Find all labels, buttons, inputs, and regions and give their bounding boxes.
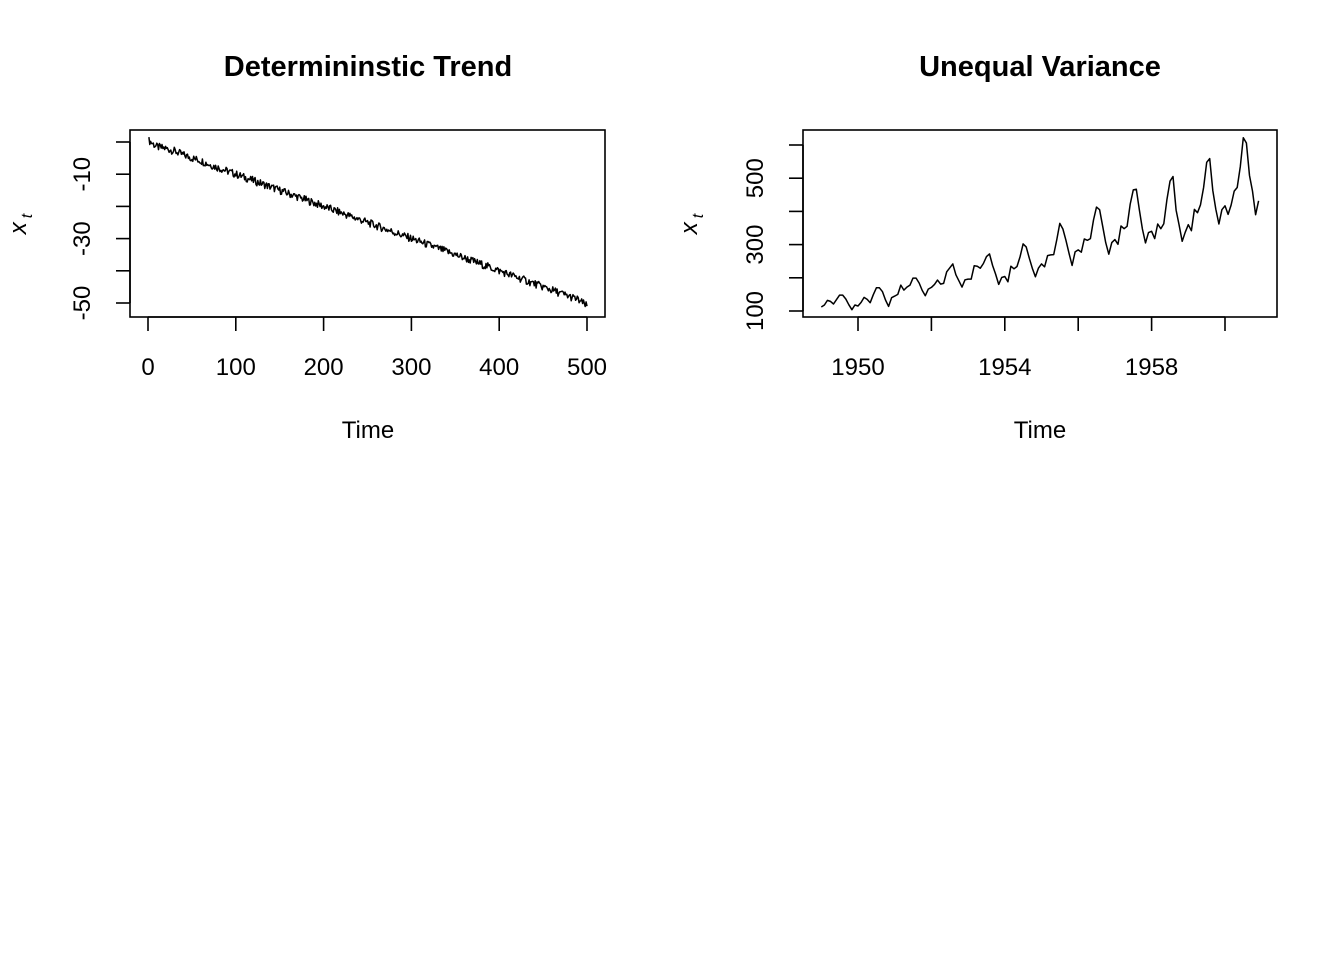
svg-text:xt: xt bbox=[5, 213, 36, 235]
chart-title: Determininstic Trend bbox=[224, 51, 512, 83]
y-tick-label: 300 bbox=[742, 225, 769, 265]
svg-text:xt: xt bbox=[676, 213, 707, 235]
x-axis: 1950 1954 1958 bbox=[831, 316, 1226, 381]
x-tick-label: 0 bbox=[141, 354, 154, 381]
x-tick-label: 1950 bbox=[831, 354, 884, 381]
y-axis-label-main: x bbox=[5, 221, 32, 235]
x-tick-label: 500 bbox=[567, 354, 607, 381]
series-line bbox=[148, 137, 588, 308]
x-tick-label: 1958 bbox=[1125, 354, 1178, 381]
panel-unequal-variance: Unequal Variance 1950 1954 1958 100300500 … bbox=[676, 51, 1278, 444]
y-axis: -50 -30 -10 bbox=[69, 141, 131, 321]
plot-frame bbox=[802, 129, 1278, 318]
x-tick-label: 400 bbox=[479, 354, 519, 381]
y-tick-label: 100 bbox=[742, 291, 769, 331]
y-axis-label-main: x bbox=[676, 221, 703, 235]
x-axis-label: Time bbox=[342, 417, 394, 444]
x-tick-label: 300 bbox=[391, 354, 431, 381]
x-tick-label: 1954 bbox=[978, 354, 1031, 381]
chart-title: Unequal Variance bbox=[919, 51, 1161, 83]
y-axis-label: xt bbox=[5, 213, 36, 235]
y-axis-label-subscript: t bbox=[19, 213, 36, 218]
y-axis: 100 300 500 bbox=[742, 144, 804, 331]
series-line bbox=[820, 136, 1260, 311]
y-tick-label: 500 bbox=[742, 158, 769, 198]
y-axis-label-subscript: t bbox=[690, 213, 707, 218]
y-tick-label: -50 bbox=[69, 286, 96, 321]
y-axis-label: xt bbox=[676, 213, 707, 235]
y-tick-label: -30 bbox=[69, 221, 96, 256]
x-axis-label: Time bbox=[1014, 417, 1066, 444]
x-axis: 0 100 200 300 400 500 bbox=[141, 316, 607, 381]
panel-deterministic-trend: Determininstic Trend 0 100 200 300 400 500 -5… bbox=[5, 51, 607, 444]
y-tick-label: -10 bbox=[69, 157, 96, 192]
x-tick-label: 200 bbox=[304, 354, 344, 381]
x-tick-label: 100 bbox=[216, 354, 256, 381]
